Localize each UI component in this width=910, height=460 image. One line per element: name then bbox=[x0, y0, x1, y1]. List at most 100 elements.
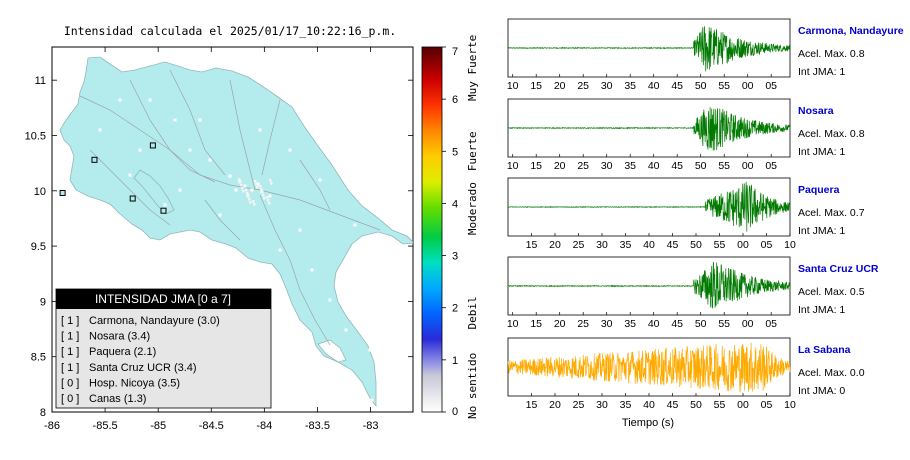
trace-tick-label: 00 bbox=[742, 80, 754, 92]
intensity-colorbar: 0 1 2 3 4 5 6 7 No sentido Debil Moderado Fuerte Mu… bbox=[421, 35, 479, 419]
trace-tick-label: 55 bbox=[718, 80, 730, 92]
locality-dot bbox=[138, 148, 142, 152]
locality-dot bbox=[228, 174, 232, 178]
trace-tick-label: 55 bbox=[718, 318, 730, 330]
locality-dot bbox=[241, 187, 244, 190]
trace-tick-label: 20 bbox=[549, 239, 561, 251]
lat-tick-label: 8 bbox=[40, 407, 46, 419]
trace-tick-label: 30 bbox=[596, 399, 608, 411]
trace-tick-label: 00 bbox=[737, 239, 749, 251]
colorbar-category-label: No sentido bbox=[466, 353, 479, 419]
trace-tick-label: 35 bbox=[620, 399, 632, 411]
locality-dot bbox=[254, 180, 257, 183]
trace-tick-label: 40 bbox=[643, 239, 655, 251]
trace-tick-label: 40 bbox=[648, 80, 660, 92]
trace-tick-label: 30 bbox=[601, 80, 613, 92]
locality-dot bbox=[208, 158, 212, 162]
peak-acceleration: Acel. Max. 0.0 bbox=[798, 367, 865, 379]
legend-item-intensity: [ 0 ] bbox=[61, 377, 79, 389]
latitude-axis: 11 10.5 10 9.5 9 8.5 8 bbox=[25, 75, 413, 419]
trace-tick-label: 35 bbox=[624, 318, 636, 330]
trace-tick-label: 05 bbox=[765, 80, 777, 92]
trace-tick-label: 45 bbox=[667, 399, 679, 411]
locality-dot bbox=[267, 199, 270, 202]
road-network bbox=[79, 69, 381, 346]
jma-intensity: Int JMA: 1 bbox=[798, 225, 845, 237]
locality-dot bbox=[370, 398, 374, 402]
locality-dot bbox=[269, 179, 272, 182]
locality-dot bbox=[288, 148, 292, 152]
locality-dot bbox=[240, 184, 243, 187]
locality-dot bbox=[268, 202, 271, 205]
locality-dot bbox=[256, 182, 260, 186]
legend-header bbox=[56, 289, 271, 309]
waveform-signal bbox=[507, 25, 791, 72]
trace-tick-label: 05 bbox=[765, 318, 777, 330]
locality-dot bbox=[118, 98, 122, 102]
peak-acceleration: Acel. Max. 0.8 bbox=[798, 48, 865, 60]
peak-acceleration: Acel. Max. 0.7 bbox=[798, 207, 865, 219]
colorbar-labels: No sentido Debil Moderado Fuerte Muy Fuerte bbox=[466, 35, 479, 419]
jma-intensity: Int JMA: 1 bbox=[798, 304, 845, 316]
trace-tick-label: 55 bbox=[714, 239, 726, 251]
trace-tick-label: 50 bbox=[695, 318, 707, 330]
locality-dot bbox=[298, 228, 302, 232]
trace-tick-label: 10 bbox=[507, 318, 519, 330]
station-marker bbox=[59, 190, 66, 196]
trace-tick-label: 55 bbox=[718, 160, 730, 172]
waveform-panel: 10 15 20 25 30 35 40 45 50 55 00 05 Carmona, Nandayu… bbox=[507, 18, 904, 411]
trace-tick-label: 20 bbox=[554, 318, 566, 330]
lon-tick-label: -86 bbox=[44, 420, 60, 432]
station-marker bbox=[129, 195, 136, 202]
waveform-signal bbox=[507, 342, 791, 393]
colorbar-tick-label: 5 bbox=[452, 146, 458, 158]
trace-tick-label: 15 bbox=[530, 80, 542, 92]
lat-tick-label: 11 bbox=[35, 75, 46, 87]
station-name: Carmona, Nandayure bbox=[798, 25, 904, 37]
trace-tick-label: 25 bbox=[573, 239, 585, 251]
colorbar-ramp bbox=[421, 46, 443, 413]
locality-dot bbox=[247, 195, 250, 198]
peak-acceleration: Acel. Max. 0.8 bbox=[798, 128, 865, 140]
trace-tick-label: 45 bbox=[671, 80, 683, 92]
colorbar-category-label: Moderado bbox=[466, 182, 479, 235]
trace-tick-label: 25 bbox=[577, 160, 589, 172]
locality-dot bbox=[270, 182, 273, 185]
trace-tick-label: 55 bbox=[714, 399, 726, 411]
jma-intensity: Int JMA: 1 bbox=[798, 66, 845, 78]
trace-tick-label: 10 bbox=[784, 239, 796, 251]
locality-dot bbox=[245, 189, 248, 192]
colorbar-tick-label: 1 bbox=[452, 355, 458, 367]
locality-dot bbox=[278, 248, 282, 252]
locality-dot bbox=[258, 128, 262, 132]
lat-tick-label: 10.5 bbox=[25, 130, 46, 142]
waveform-signal bbox=[507, 261, 791, 309]
trace-tick-label: 00 bbox=[737, 399, 749, 411]
legend-item-label: Santa Cruz UCR (3.4) bbox=[89, 362, 197, 374]
legend-item-intensity: [ 1 ] bbox=[61, 362, 79, 374]
locality-dot bbox=[98, 128, 102, 132]
locality-dot bbox=[266, 196, 269, 199]
waveform-trace: 10 15 20 25 30 35 40 45 50 55 00 05 Carmona, Nandayu… bbox=[507, 18, 904, 92]
trace-tick-label: 15 bbox=[530, 160, 542, 172]
trace-tick-label: 35 bbox=[624, 160, 636, 172]
colorbar-tick-label: 4 bbox=[452, 198, 458, 210]
colorbar-tick-label: 6 bbox=[452, 94, 458, 106]
legend-item-intensity: [ 1 ] bbox=[61, 346, 79, 358]
locality-dot bbox=[260, 188, 263, 191]
locality-dot bbox=[261, 191, 264, 194]
trace-tick-label: 20 bbox=[554, 80, 566, 92]
legend-title: INTENSIDAD JMA [0 a 7] bbox=[95, 292, 231, 306]
station-marker bbox=[91, 156, 98, 163]
jma-intensity: Int JMA: 0 bbox=[798, 385, 845, 397]
trace-tick-label: 40 bbox=[648, 318, 660, 330]
waveform-signal bbox=[507, 107, 791, 151]
locality-dot bbox=[148, 98, 152, 102]
legend-item-intensity: [ 1 ] bbox=[61, 331, 79, 343]
station-name: Paquera bbox=[798, 184, 840, 196]
locality-dot bbox=[310, 268, 314, 272]
trace-tick-label: 45 bbox=[667, 239, 679, 251]
trace-tick-label: 00 bbox=[742, 160, 754, 172]
lon-tick-label: -85.5 bbox=[93, 420, 118, 432]
legend-item-intensity: [ 1 ] bbox=[61, 315, 79, 327]
